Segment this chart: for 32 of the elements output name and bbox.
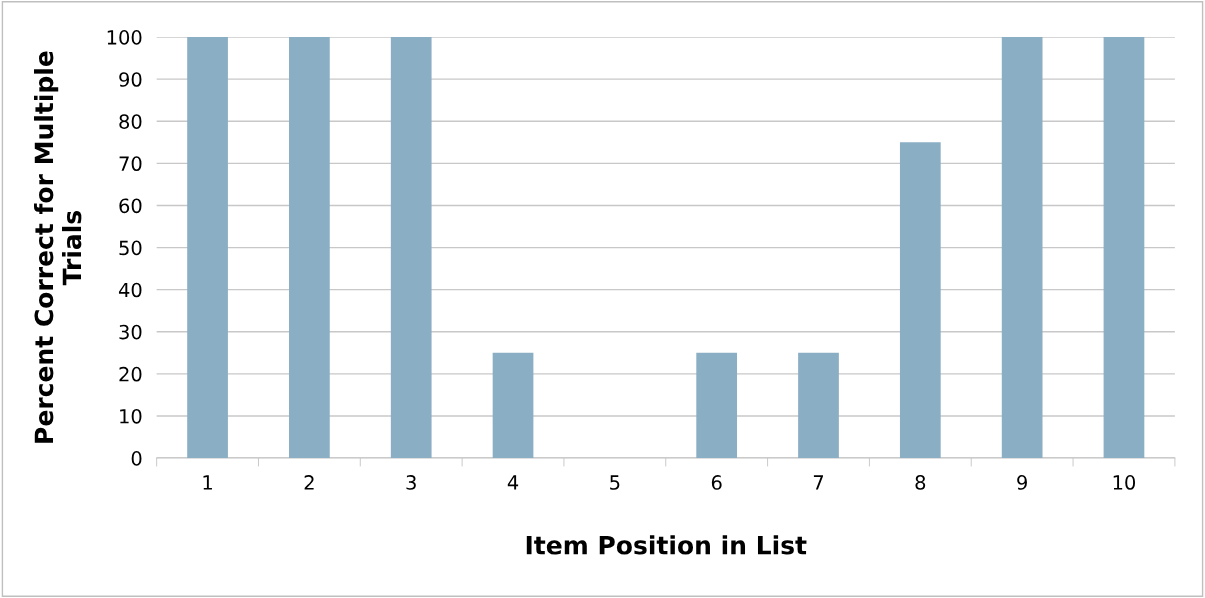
y-tick-label: 0 (131, 451, 142, 466)
y-tick-label: 10 (120, 408, 142, 424)
bar (390, 37, 432, 459)
bar (1001, 37, 1043, 459)
x-tick-label: 5 (610, 475, 620, 490)
bar (696, 352, 738, 459)
x-tick-label: 9 (1017, 475, 1027, 490)
x-axis-title: Item Position in List (526, 535, 807, 555)
x-tick-label: 1 (203, 475, 212, 490)
x-tick-label: 10 (1113, 475, 1136, 490)
x-tick-label: 3 (406, 475, 416, 490)
bar (899, 142, 941, 459)
y-tick-label: 80 (119, 114, 142, 129)
x-tick-label: 7 (813, 475, 824, 490)
y-tick-label: 20 (119, 366, 142, 382)
y-tick-label: 60 (119, 198, 142, 214)
bar (492, 352, 534, 459)
y-tick-label: 100 (107, 30, 142, 45)
bar (187, 37, 228, 459)
bar (798, 352, 839, 459)
y-tick-label: 30 (119, 324, 142, 340)
y-tick-label: 70 (119, 156, 142, 172)
bar (289, 37, 330, 459)
x-tick-label: 8 (915, 475, 926, 490)
bar (1103, 37, 1145, 459)
x-tick-label: 4 (507, 475, 519, 490)
y-tick-label: 90 (119, 72, 142, 87)
y-tick-label: 40 (118, 282, 142, 298)
x-tick-label: 6 (711, 475, 722, 490)
y-tick-label: 50 (119, 240, 142, 256)
x-tick-label: 2 (304, 475, 314, 490)
y-axis-title: Percent Correct for Multiple Trials (34, 51, 82, 443)
